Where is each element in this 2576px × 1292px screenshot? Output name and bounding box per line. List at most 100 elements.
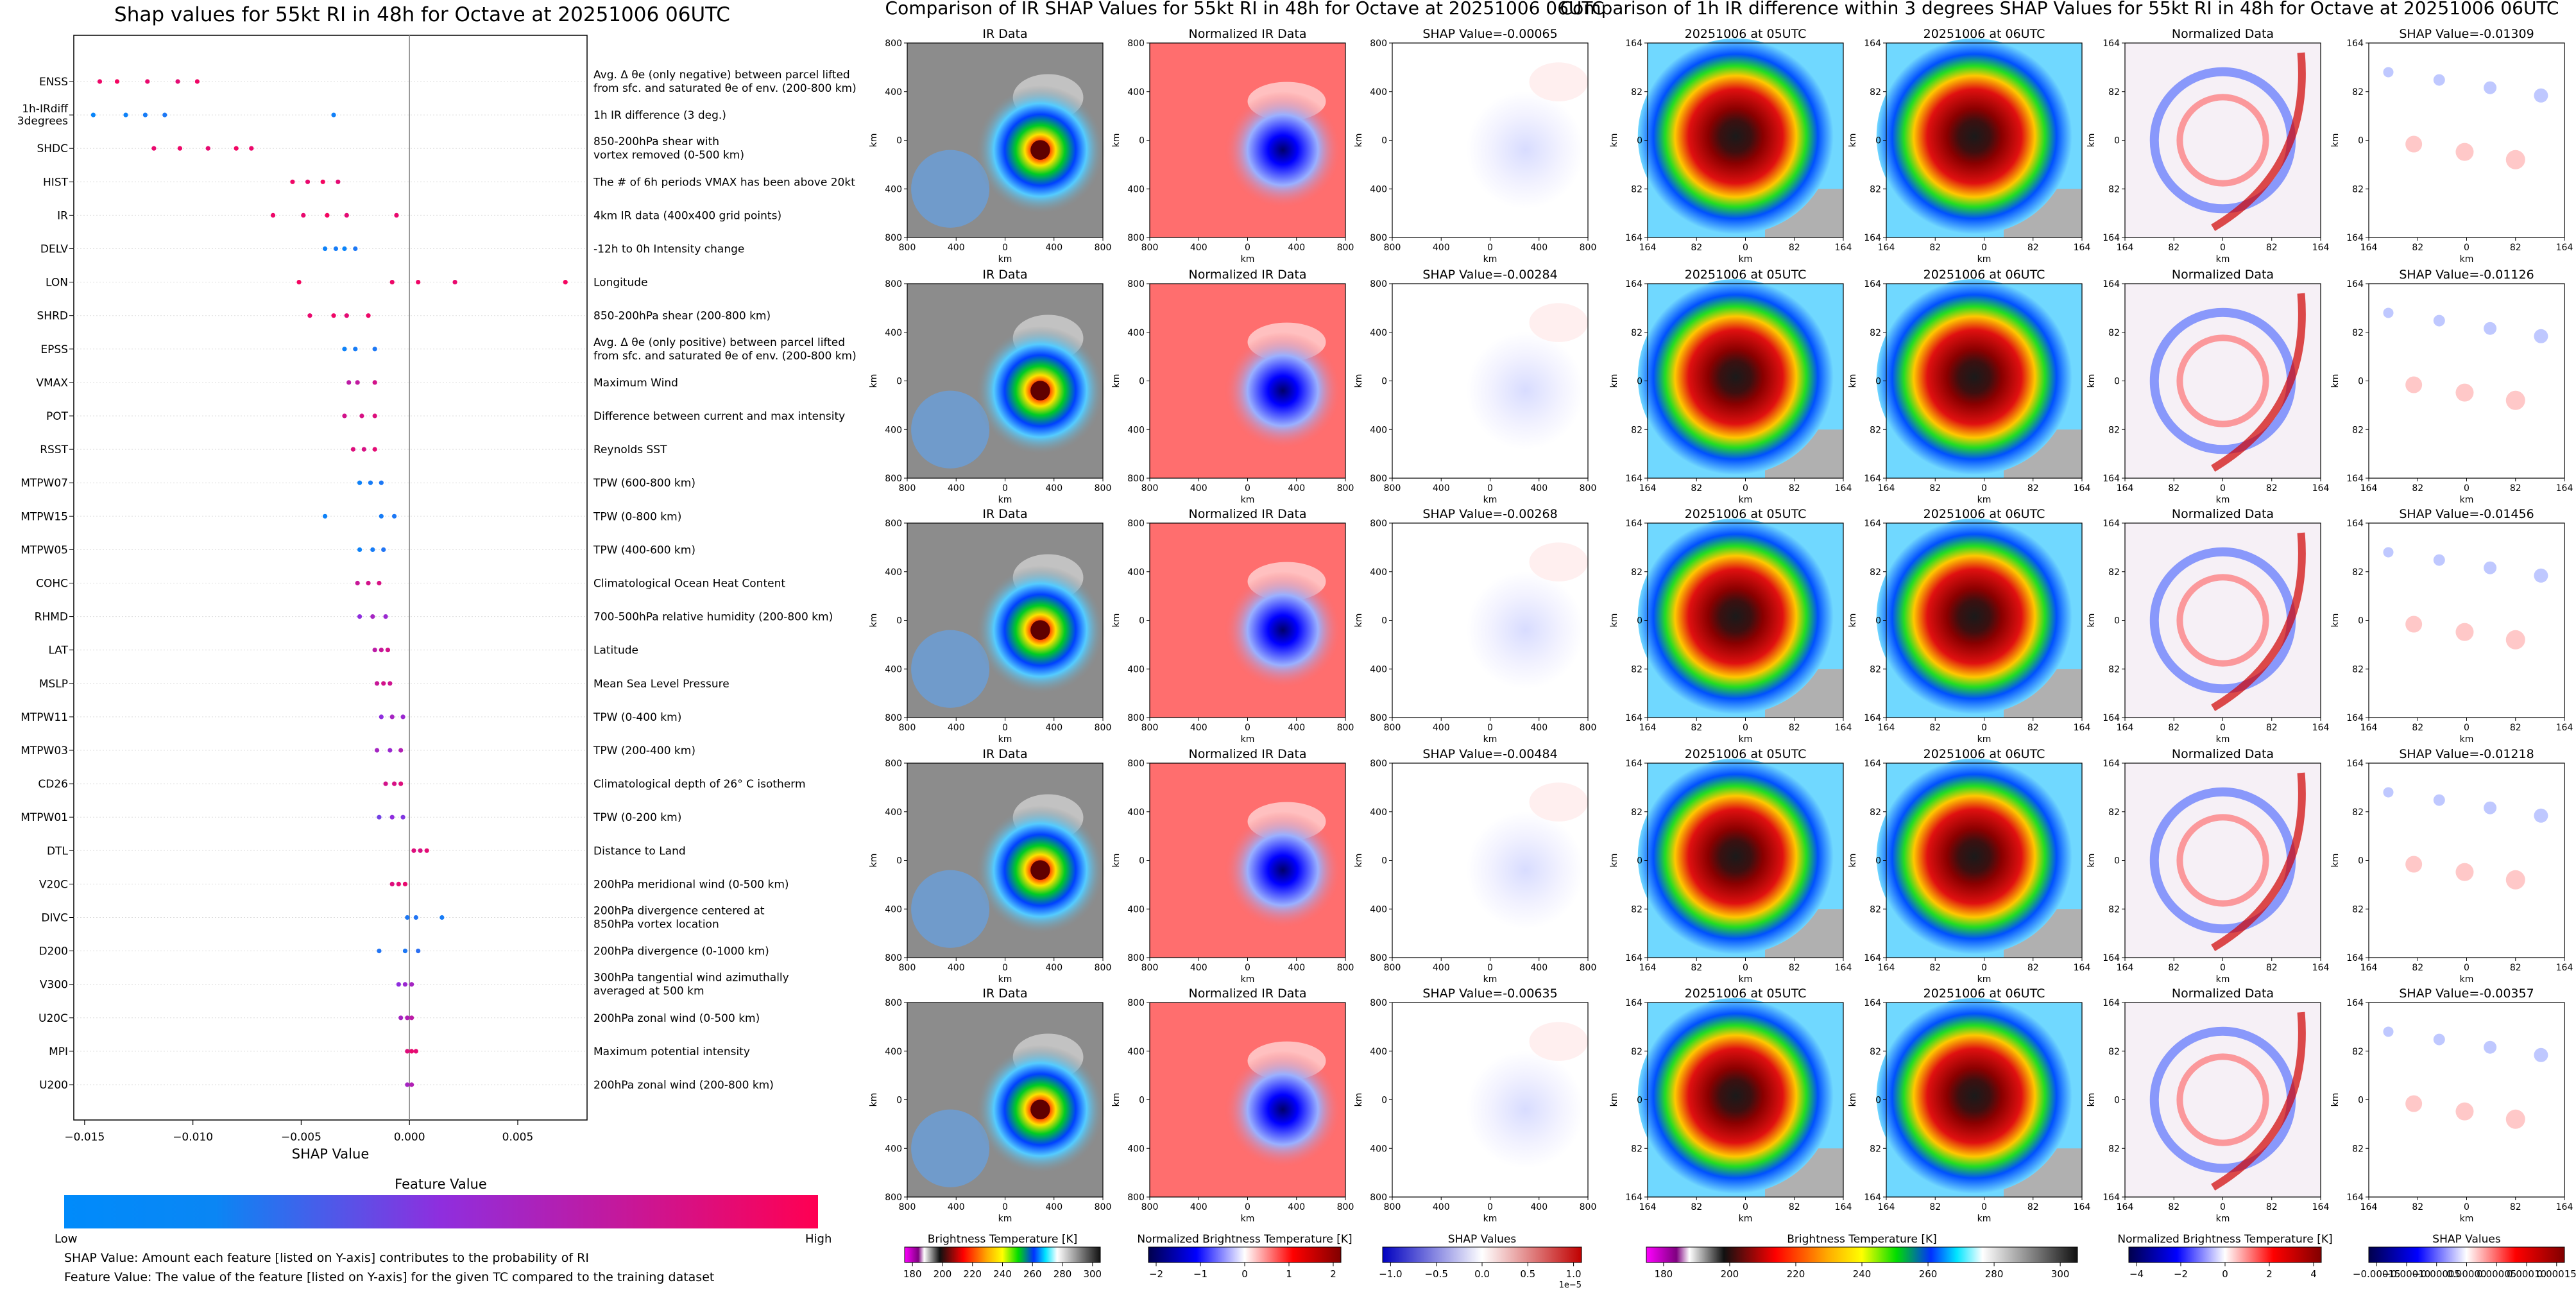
panel-title: SHAP Value=-0.01456 <box>2399 507 2534 521</box>
feature-name: POT <box>46 410 69 423</box>
norm-band <box>2211 52 2306 232</box>
shap-point <box>336 179 341 184</box>
x-axis-label: km <box>1241 734 1255 745</box>
y-tick-label: 0 <box>2358 1096 2364 1106</box>
x-tick-label: 82 <box>2266 1202 2278 1212</box>
y-tick-label: 800 <box>1370 474 1387 484</box>
shap-point <box>563 280 568 285</box>
norm-band <box>2176 1053 2269 1146</box>
shap-point <box>398 1015 404 1021</box>
x-axis-label: km <box>998 1214 1012 1224</box>
x-tick-label: 400 <box>1045 243 1062 253</box>
beeswarm-frame <box>73 35 588 1121</box>
y-tick-label: 82 <box>2108 1047 2120 1057</box>
y-axis-label: km <box>2330 374 2341 388</box>
feature-description: Latitude <box>593 644 638 657</box>
x-axis-label: km <box>1977 1214 1992 1224</box>
x-tick-label: 82 <box>2412 963 2423 973</box>
x-tick-label: 164 <box>1878 723 1895 733</box>
x-tick-label: 164 <box>2117 483 2134 494</box>
panel: SHAP Value=-0.01126164164828200828216416… <box>2330 268 2573 505</box>
colorbar-tick-label: 0.5 <box>1520 1268 1535 1280</box>
colorbar-tick-label: 2 <box>1330 1268 1336 1280</box>
x-tick-label: 400 <box>948 963 965 973</box>
x-tick-label: 400 <box>1045 963 1062 973</box>
x-tick-label: 164 <box>2074 1202 2091 1212</box>
panel: 20251006 at 05UTC1641648282008282164164k… <box>1609 747 1852 985</box>
y-tick-label: 164 <box>2103 759 2120 769</box>
x-tick-label: 164 <box>2556 723 2573 733</box>
x-tick-label: 82 <box>2027 723 2039 733</box>
x-tick-label: 0 <box>1002 963 1008 973</box>
x-tick-label: 82 <box>2510 243 2521 253</box>
y-tick-label: 400 <box>1127 567 1145 578</box>
shap-pattern <box>2505 150 2525 169</box>
shap-point <box>366 580 371 586</box>
colorbar-tick-label: 1.0 <box>1566 1268 1582 1280</box>
y-tick-label: 800 <box>1370 39 1387 49</box>
y-tick-label: 400 <box>885 904 902 915</box>
y-tick-label: 800 <box>1370 953 1387 963</box>
x-tick-label: −0.010 <box>173 1131 213 1144</box>
y-tick-label: 164 <box>2103 713 2120 723</box>
feature-name: SHDC <box>37 142 68 155</box>
panel-title: 20251006 at 06UTC <box>1923 986 2045 1001</box>
x-tick-label: 164 <box>1878 963 1895 973</box>
x-tick-label: 400 <box>1530 963 1548 973</box>
x-tick-label: 0 <box>2464 483 2469 494</box>
norm-band <box>2176 334 2269 427</box>
x-tick-label: 164 <box>2312 723 2330 733</box>
y-tick-label: 164 <box>1625 39 1642 49</box>
shap-point <box>409 1082 414 1087</box>
colorbar-tick-label: 0.0 <box>1474 1268 1490 1280</box>
x-axis-label: km <box>1739 1214 1753 1224</box>
storm <box>1224 811 1342 929</box>
y-tick-label: 0 <box>2358 856 2364 866</box>
shap-point <box>372 347 377 352</box>
shap-point <box>296 280 302 285</box>
x-axis-label: km <box>1977 974 1992 985</box>
y-tick-label: 82 <box>2352 664 2364 675</box>
y-tick-label: 400 <box>885 425 902 435</box>
shap-point <box>270 212 276 218</box>
shap-point <box>372 648 377 653</box>
colorbar-tick-label: 240 <box>993 1268 1012 1280</box>
y-tick-label: 164 <box>1864 713 1881 723</box>
shap-pattern <box>2405 376 2423 393</box>
x-tick-label: 800 <box>1337 723 1354 733</box>
feature-name: DTL <box>47 845 68 857</box>
storm <box>1637 38 1834 234</box>
x-tick-label: 800 <box>1141 1202 1159 1212</box>
shap-point <box>383 781 388 786</box>
x-tick-label: 800 <box>1384 963 1401 973</box>
x-tick-label: 82 <box>1789 483 1800 494</box>
x-tick-label: 800 <box>899 243 916 253</box>
x-axis-label: km <box>1739 974 1753 985</box>
shap-point <box>346 380 352 385</box>
x-tick-label: 0 <box>1743 1202 1748 1212</box>
x-tick-label: 800 <box>1337 243 1354 253</box>
y-tick-label: 400 <box>1370 1144 1387 1154</box>
shap-point <box>307 313 312 318</box>
shap-point <box>305 179 311 184</box>
feature-name: 1h-IRdiff <box>22 103 69 116</box>
panel-title: 20251006 at 05UTC <box>1685 986 1807 1001</box>
panel: 20251006 at 06UTC1641648282008282164164k… <box>1848 507 2090 745</box>
panel: Normalized Data1641648282008282164164kmk… <box>2086 747 2329 985</box>
x-tick-label: 82 <box>2168 963 2179 973</box>
shap-pattern <box>2534 808 2548 823</box>
x-tick-label: 82 <box>2510 963 2521 973</box>
x-tick-label: 0 <box>1487 963 1493 973</box>
shap-point <box>388 681 393 686</box>
shap-point <box>439 915 445 920</box>
panel-title: IR Data <box>982 507 1027 521</box>
x-tick-label: 400 <box>1288 963 1305 973</box>
x-tick-label: 800 <box>1141 723 1159 733</box>
y-tick-label: 0 <box>2358 136 2364 146</box>
panel: SHAP Value=-0.00268800800400400004004008… <box>1354 507 1596 745</box>
x-tick-label: 400 <box>1288 1202 1305 1212</box>
bottom-colorbars: Brightness Temperature [K]180 200 220 240 26… <box>903 1233 2576 1290</box>
feature-description: TPW (600-800 km) <box>593 477 695 490</box>
y-tick-label: 0 <box>1381 136 1387 146</box>
